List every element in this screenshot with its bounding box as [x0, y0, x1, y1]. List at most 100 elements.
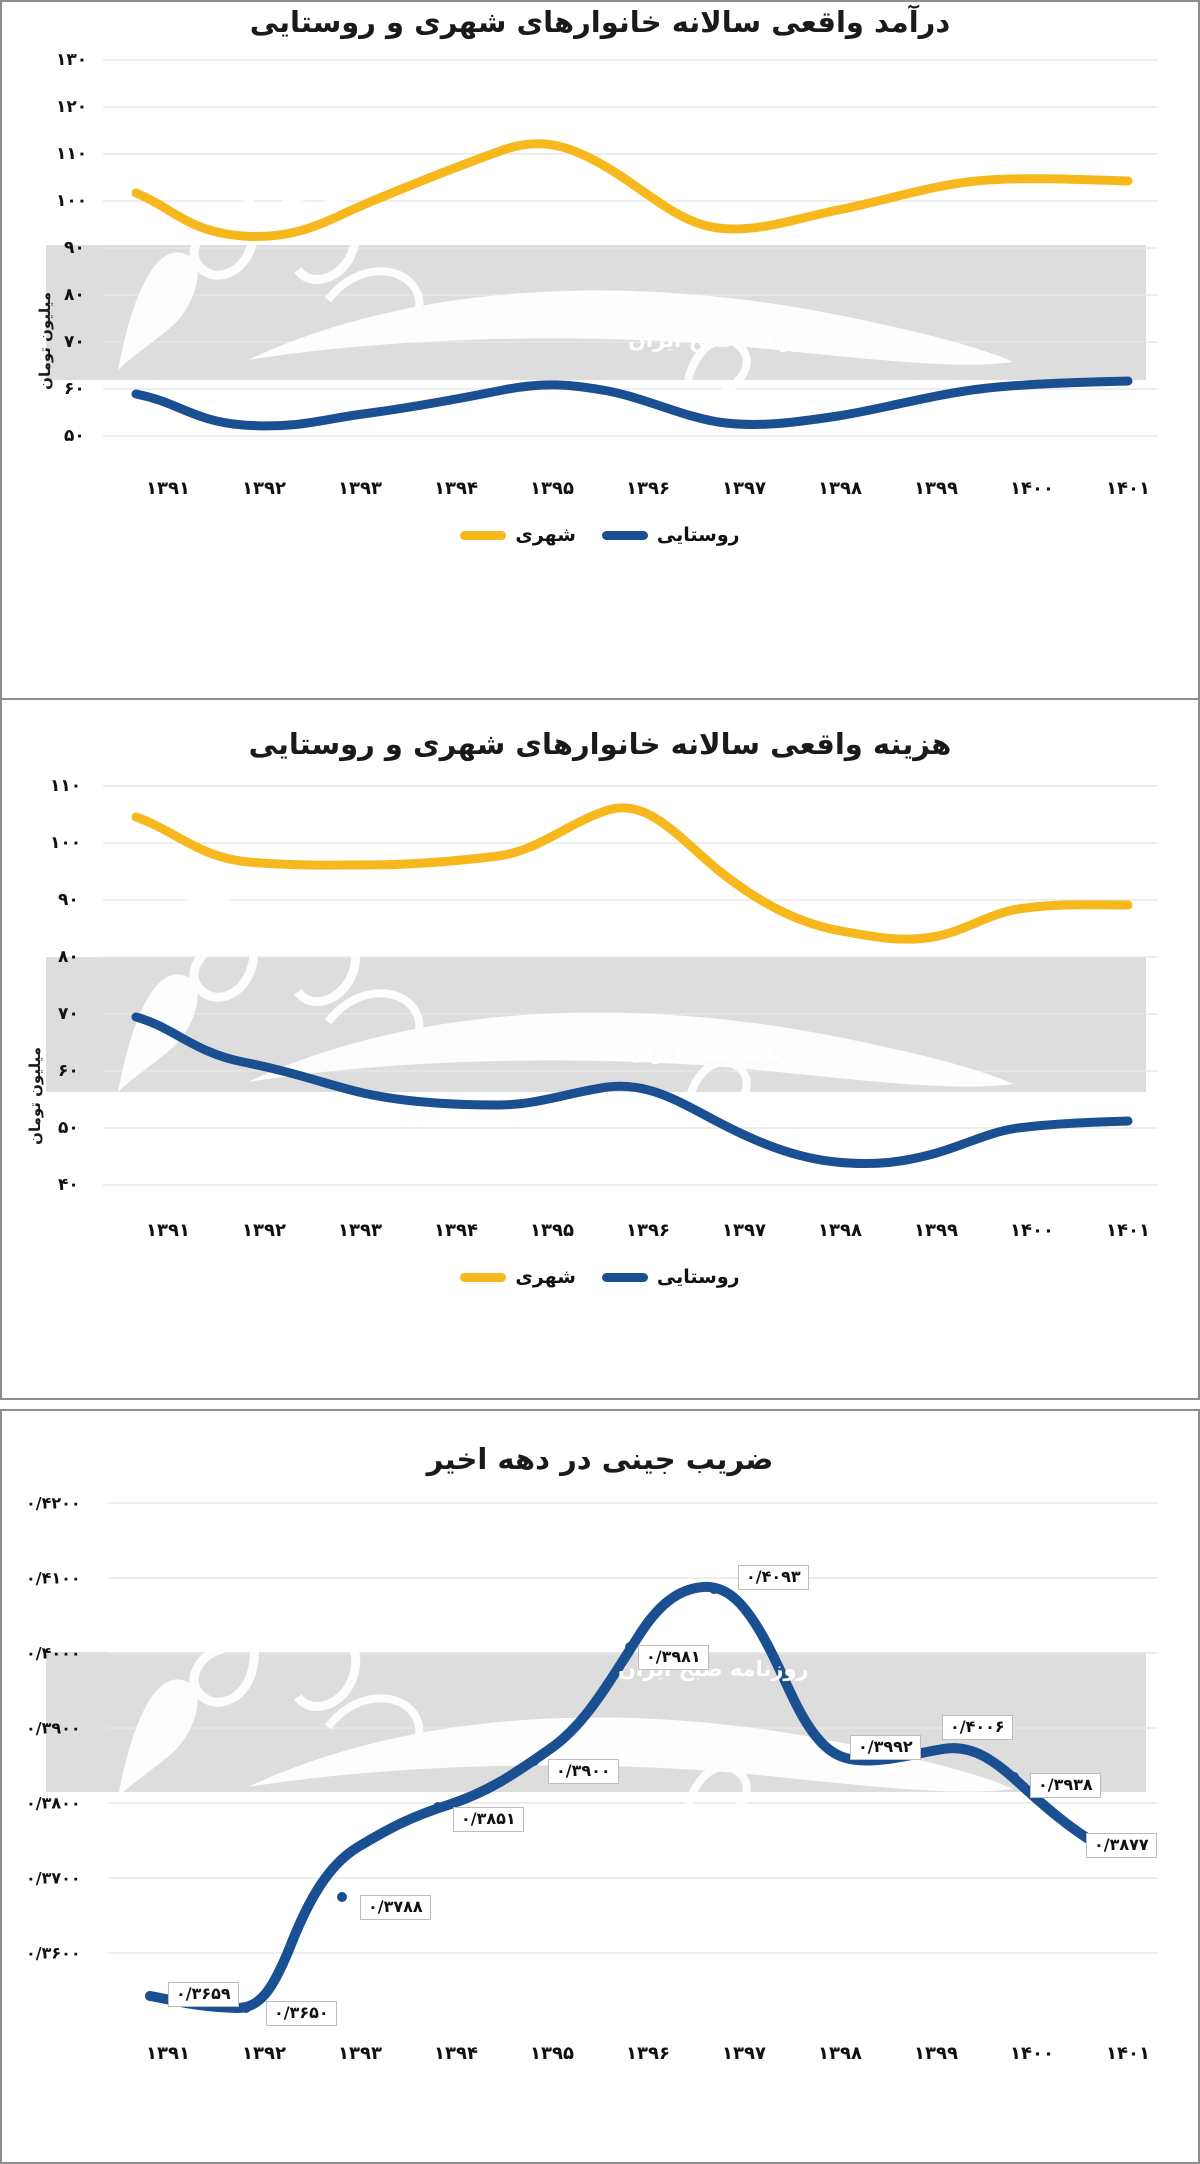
- x-tick-exp-1: ۱۳۹۲: [242, 1220, 286, 1242]
- plot-area-expenditure: میلیون تومان ۱۱۰ ۱۰۰ ۹۰ ۸۰ ۷۰ ۶۰ ۵۰ ۴۰ ر…: [2, 762, 1198, 1212]
- x-tick-income-2: ۱۳۹۳: [338, 478, 382, 500]
- x-tick-income-0: ۱۳۹۱: [146, 478, 190, 500]
- data-point-gini-5: [625, 1642, 635, 1653]
- legend-expenditure: روستایی شهری: [2, 1266, 1198, 1288]
- y-tick-gini-2: ۰/۴۰۰۰: [26, 1643, 81, 1663]
- x-tick-gini-10: ۱۴۰۱: [1106, 2043, 1150, 2065]
- legend-item-rural-income[interactable]: روستایی: [601, 524, 740, 547]
- legend-label-rural-income: روستایی: [656, 524, 740, 547]
- y-tick-gini-4: ۰/۳۸۰۰: [26, 1793, 81, 1813]
- x-tick-exp-6: ۱۳۹۷: [722, 1220, 766, 1242]
- x-tick-gini-3: ۱۳۹۴: [434, 2043, 478, 2065]
- gini-chart-svg: [46, 1502, 1158, 2014]
- y-tick-exp-5: ۶۰: [58, 1061, 79, 1082]
- y-tick-income-2: ۱۱۰: [56, 144, 88, 165]
- series-line-rural-income: [131, 376, 1133, 431]
- income-chart-svg: [46, 59, 1158, 437]
- y-tick-exp-6: ۵۰: [58, 1118, 79, 1139]
- x-tick-income-9: ۱۴۰۰: [1010, 478, 1054, 500]
- data-point-gini-4: [529, 1756, 539, 1767]
- data-label-gini-4: ۰/۳۹۰۰: [548, 1759, 619, 1785]
- x-tick-exp-5: ۱۳۹۶: [626, 1220, 670, 1242]
- y-tick-income-8: ۵۰: [64, 426, 85, 447]
- data-point-gini-7: [817, 1738, 827, 1749]
- legend-income: روستایی شهری: [2, 524, 1198, 546]
- legend-label-urban-expenditure: شهری: [515, 1266, 576, 1289]
- data-point-gini-9: [1009, 1772, 1019, 1783]
- data-label-gini-6: ۰/۴۰۹۳: [738, 1565, 809, 1591]
- page-title-gini: ضریب جینی در دهه اخیر: [426, 1442, 774, 1476]
- y-axis-title-income: میلیون تومان: [36, 292, 54, 391]
- y-tick-income-1: ۱۲۰: [56, 97, 88, 118]
- x-tick-income-1: ۱۳۹۲: [242, 478, 286, 500]
- data-label-gini-8: ۰/۴۰۰۶: [942, 1715, 1013, 1741]
- y-tick-gini-5: ۰/۳۷۰۰: [26, 1868, 81, 1888]
- watermark-tagline-income: روزنامه صبح ایران: [628, 328, 819, 353]
- x-axis-gini: ۱۳۹۱ ۱۳۹۲ ۱۳۹۳ ۱۳۹۴ ۱۳۹۵ ۱۳۹۶ ۱۳۹۷ ۱۳۹۸ …: [2, 2037, 1198, 2085]
- y-tick-exp-4: ۷۰: [58, 1004, 79, 1025]
- x-tick-gini-5: ۱۳۹۶: [626, 2043, 670, 2065]
- y-tick-gini-0: ۰/۴۲۰۰: [26, 1493, 81, 1513]
- watermark-band: [46, 957, 1146, 1093]
- x-tick-gini-1: ۱۳۹۲: [242, 2043, 286, 2065]
- legend-item-urban-expenditure[interactable]: شهری: [460, 1266, 576, 1289]
- data-point-gini-1: [241, 2003, 251, 2014]
- data-label-gini-10: ۰/۳۸۷۷: [1086, 1833, 1157, 1859]
- x-tick-gini-9: ۱۴۰۰: [1010, 2043, 1054, 2065]
- x-tick-exp-7: ۱۳۹۸: [818, 1220, 862, 1242]
- x-tick-income-4: ۱۳۹۵: [530, 478, 574, 500]
- x-axis-expenditure: ۱۳۹۱ ۱۳۹۲ ۱۳۹۳ ۱۳۹۴ ۱۳۹۵ ۱۳۹۶ ۱۳۹۷ ۱۳۹۸ …: [2, 1212, 1198, 1260]
- y-tick-gini-1: ۰/۴۱۰۰: [26, 1568, 81, 1588]
- x-tick-gini-8: ۱۳۹۹: [914, 2043, 958, 2065]
- series-line-urban-income: [131, 139, 1133, 242]
- legend-swatch-rural-icon: [601, 530, 648, 540]
- page-title-income: درآمد واقعی سالانه خانوارهای شهری و روست…: [249, 5, 951, 39]
- x-tick-income-5: ۱۳۹۶: [626, 478, 670, 500]
- x-tick-income-7: ۱۳۹۸: [818, 478, 862, 500]
- x-tick-exp-3: ۱۳۹۴: [434, 1220, 478, 1242]
- expenditure-chart-svg: [46, 785, 1158, 1186]
- y-tick-income-5: ۸۰: [64, 285, 85, 306]
- plot-area-income: میلیون تومان ۱۳۰ ۱۲۰ ۱۱۰ ۱۰۰ ۹۰ ۸۰ ۷۰ ۶۰…: [2, 40, 1198, 470]
- data-label-gini-3: ۰/۳۸۵۱: [453, 1807, 524, 1833]
- y-tick-income-0: ۱۳۰: [56, 50, 88, 71]
- y-tick-exp-0: ۱۱۰: [50, 776, 82, 797]
- x-tick-gini-7: ۱۳۹۸: [818, 2043, 862, 2065]
- legend-swatch-rural-icon: [601, 1272, 648, 1282]
- x-tick-gini-0: ۱۳۹۱: [146, 2043, 190, 2065]
- data-label-gini-9: ۰/۳۹۳۸: [1030, 1773, 1101, 1799]
- y-tick-gini-3: ۰/۳۹۰۰: [26, 1718, 81, 1738]
- data-point-gini-2: [337, 1892, 347, 1903]
- x-tick-gini-6: ۱۳۹۷: [722, 2043, 766, 2065]
- legend-label-urban-income: شهری: [515, 524, 576, 547]
- legend-label-rural-expenditure: روستایی: [656, 1266, 740, 1289]
- x-tick-exp-8: ۱۳۹۹: [914, 1220, 958, 1242]
- legend-item-urban-income[interactable]: شهری: [460, 524, 576, 547]
- data-label-gini-1: ۰/۳۶۵۰: [266, 2001, 337, 2027]
- x-tick-exp-9: ۱۴۰۰: [1010, 1220, 1054, 1242]
- x-tick-exp-4: ۱۳۹۵: [530, 1220, 574, 1242]
- y-tick-income-3: ۱۰۰: [56, 191, 88, 212]
- y-tick-income-6: ۷۰: [64, 332, 85, 353]
- x-axis-income: ۱۳۹۱ ۱۳۹۲ ۱۳۹۳ ۱۳۹۴ ۱۳۹۵ ۱۳۹۶ ۱۳۹۷ ۱۳۹۸ …: [2, 470, 1198, 518]
- x-tick-exp-2: ۱۳۹۳: [338, 1220, 382, 1242]
- legend-swatch-urban-icon: [460, 530, 507, 540]
- y-tick-income-7: ۶۰: [64, 379, 85, 400]
- data-point-gini-3: [433, 1802, 443, 1813]
- data-label-gini-7: ۰/۳۹۹۲: [850, 1735, 921, 1761]
- series-line-gini: [145, 1582, 1103, 2014]
- watermark-tagline-expenditure: روزنامه صبح ایران: [628, 1040, 819, 1065]
- watermark-band: [46, 245, 1146, 381]
- y-tick-exp-7: ۴۰: [58, 1175, 79, 1196]
- y-tick-exp-2: ۹۰: [58, 890, 79, 911]
- plot-area-gini: ۰/۴۲۰۰ ۰/۴۱۰۰ ۰/۴۰۰۰ ۰/۳۹۰۰ ۰/۳۸۰۰ ۰/۳۷۰…: [2, 1477, 1198, 2037]
- legend-item-rural-expenditure[interactable]: روستایی: [601, 1266, 740, 1289]
- chart-panel-gini: ضریب جینی در دهه اخیر: [0, 1409, 1200, 2164]
- x-tick-exp-10: ۱۴۰۱: [1106, 1220, 1150, 1242]
- y-tick-gini-6: ۰/۳۶۰۰: [26, 1943, 81, 1963]
- series-line-urban-expenditure: [131, 803, 1133, 944]
- x-tick-gini-2: ۱۳۹۳: [338, 2043, 382, 2065]
- series-line-rural-expenditure: [131, 1012, 1133, 1169]
- chart-panel-income: درآمد واقعی سالانه خانوارهای شهری و روست…: [0, 0, 1200, 700]
- y-tick-exp-1: ۱۰۰: [50, 833, 82, 854]
